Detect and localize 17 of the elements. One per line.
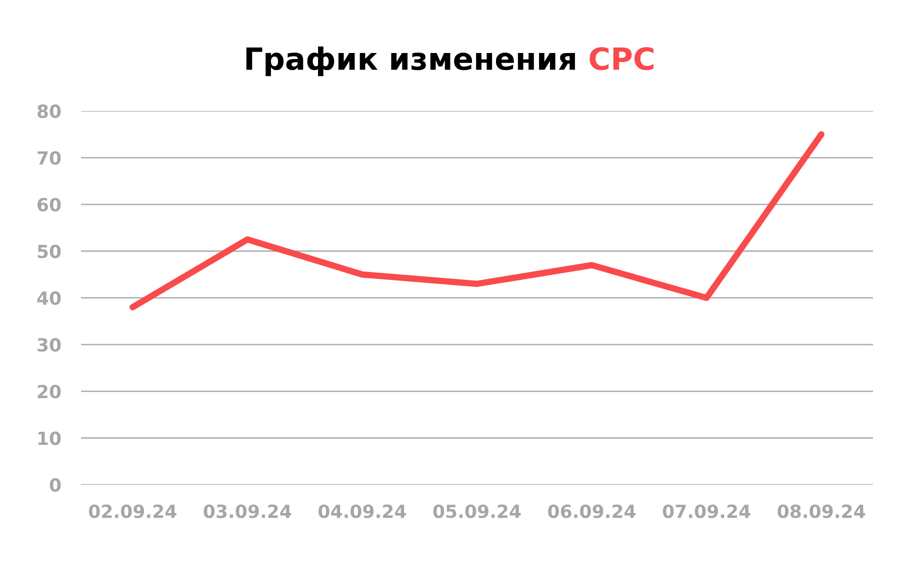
y-tick-label: 50 [38,244,61,258]
x-tick-label: 07.09.24 [662,504,750,518]
y-tick-label: 0 [50,478,61,492]
y-tick-label: 20 [38,384,61,398]
x-tick-label: 02.09.24 [88,504,176,518]
y-tick-label: 30 [38,338,61,352]
x-tick-label: 04.09.24 [318,504,406,518]
chart-title: График изменения CPC [246,46,654,76]
x-tick-label: 06.09.24 [548,504,636,518]
y-tick-label: 40 [37,291,61,305]
x-tick-label: 03.09.24 [204,504,292,518]
y-tick-label: 60 [38,198,61,212]
x-tick-label: 05.09.24 [433,504,521,518]
y-tick-label: 10 [38,431,61,446]
y-tick-label: 70 [38,151,61,165]
y-tick-label: 80 [38,104,61,118]
x-tick-label: 08.09.24 [778,504,866,518]
